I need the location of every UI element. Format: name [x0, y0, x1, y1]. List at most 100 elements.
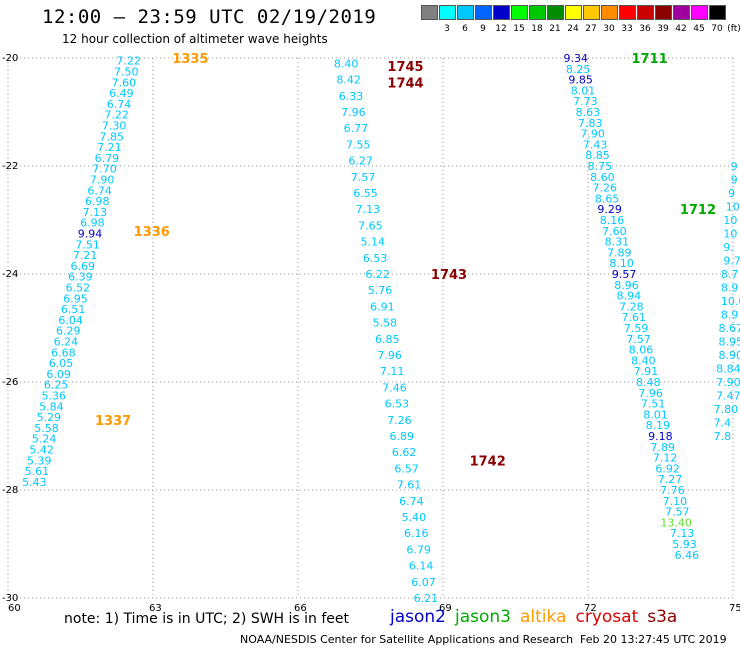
swh-value: 7.47	[716, 390, 740, 403]
swh-value: 7.90	[90, 174, 115, 187]
swh-value: 8.16	[600, 214, 625, 227]
swh-value: 7.61	[622, 311, 647, 324]
swh-value: 5.40	[402, 511, 427, 524]
swh-value: 9.29	[597, 203, 622, 216]
swh-value: 6.05	[49, 357, 74, 370]
swh-value: 6.27	[348, 155, 373, 168]
swh-value: 8.42	[336, 74, 361, 87]
swh-value: 7.22	[104, 109, 129, 122]
legend-swatch	[493, 5, 510, 20]
legend-swatch	[637, 5, 654, 20]
swh-value: 8.85	[585, 149, 610, 162]
swh-value: 7.46	[382, 381, 407, 394]
swh-value: 8.96	[614, 279, 639, 292]
satellite-name-cryosat: cryosat	[575, 607, 639, 627]
swh-value: 7.21	[97, 141, 122, 154]
swh-value: 8.01	[571, 84, 596, 97]
swh-value: 7.27	[658, 473, 683, 486]
swh-value: 5.43	[22, 476, 47, 489]
x-tick-label: 75	[729, 603, 740, 614]
swh-value: 7.57	[626, 333, 651, 346]
legend-tick-label: 42	[675, 24, 687, 34]
legend-tick-label: 70	[711, 24, 723, 34]
swh-value: 7.89	[607, 246, 632, 259]
swh-value: 7.51	[641, 398, 666, 411]
legend-tick-label: 6	[462, 24, 468, 34]
swh-value: 7.96	[377, 349, 402, 362]
swh-value: 7.60	[112, 76, 137, 89]
swh-value: 6.74	[87, 184, 112, 197]
swh-value: 9.34	[564, 52, 589, 65]
swh-value: 6.74	[399, 495, 424, 508]
swh-value: 7.76	[660, 484, 685, 497]
swh-value: 7.60	[602, 225, 627, 238]
swh-value: 9.18	[648, 430, 673, 443]
swh-value: 7.96	[341, 106, 366, 119]
swh-value: 6.53	[385, 398, 410, 411]
swh-value: 6.91	[370, 300, 395, 313]
swh-value: 7.89	[651, 441, 676, 454]
swh-value: 7.83	[578, 117, 603, 130]
swh-value: 7.70	[92, 163, 117, 176]
pass-time-label: 1712	[680, 203, 716, 218]
x-tick-label: 63	[149, 603, 162, 614]
legend-tick-label: 21	[549, 24, 561, 34]
legend-swatch	[529, 5, 546, 20]
swh-value: 6.57	[394, 462, 419, 475]
swh-value: 6.04	[58, 314, 83, 327]
pass-time-label: 1742	[470, 454, 506, 469]
swh-value: 6.95	[63, 292, 88, 305]
legend-tick-label: 33	[621, 24, 633, 34]
swh-value: 13.40	[660, 516, 692, 529]
swh-value: 6.46	[675, 549, 700, 562]
legend-tick-label: 12	[495, 24, 507, 34]
swh-value: 9	[731, 160, 738, 173]
swh-value: 6.33	[339, 90, 364, 103]
swh-value: 7.10	[663, 495, 688, 508]
swh-value: 8.60	[590, 171, 615, 184]
swh-value: 5.36	[42, 390, 67, 403]
swh-value: 7.55	[346, 138, 371, 151]
swh-value: 6.69	[71, 260, 96, 273]
legend-tick-label: 30	[603, 24, 615, 34]
legend-tick-label: 9	[480, 24, 486, 34]
swh-value: 6.51	[61, 303, 86, 316]
y-tick-label: -30	[2, 593, 18, 604]
swh-value: 9.57	[612, 268, 637, 281]
y-tick-label: -24	[2, 269, 18, 280]
legend-swatch	[709, 5, 726, 20]
pass-time-label: 1335	[172, 52, 208, 67]
swh-value: 8.40	[631, 354, 656, 367]
legend-swatch	[655, 5, 672, 20]
legend-tick-label: 18	[531, 24, 543, 34]
y-tick-label: -22	[2, 161, 18, 172]
generation-timestamp: Feb 20 13:27:45 UTC 2019	[580, 633, 727, 646]
swh-value: 6.14	[409, 560, 434, 573]
swh-value: 8.63	[576, 106, 601, 119]
y-tick-label: -20	[2, 53, 18, 64]
swh-value: 9.85	[568, 74, 593, 87]
chart-subtitle: 12 hour collection of altimeter wave hei…	[62, 32, 328, 46]
swh-value: 8.9	[721, 309, 739, 322]
swh-value: 8.31	[605, 236, 630, 249]
swh-value: 7.4	[714, 417, 732, 430]
swh-value: 5.24	[32, 433, 57, 446]
legend-tick-label: 36	[639, 24, 651, 34]
swh-value: 5.93	[672, 538, 697, 551]
swh-value: 7.22	[116, 55, 141, 68]
legend-swatch	[619, 5, 636, 20]
swh-value: 7.65	[358, 219, 383, 232]
satellite-name-jason3: jason3	[455, 607, 511, 627]
swh-value: 5.58	[34, 422, 59, 435]
swh-value: 7.13	[83, 206, 108, 219]
swh-value: 5.29	[37, 411, 62, 424]
swh-value: 7.26	[387, 414, 412, 427]
legend-swatch	[421, 5, 438, 20]
legend-swatch	[691, 5, 708, 20]
swh-value: 6.25	[44, 379, 69, 392]
x-tick-label: 72	[584, 603, 597, 614]
swh-value: 7.12	[653, 452, 678, 465]
swh-value: 8.75	[588, 160, 613, 173]
swh-value: 8.9	[721, 282, 739, 295]
pass-time-label: 1711	[632, 52, 668, 67]
